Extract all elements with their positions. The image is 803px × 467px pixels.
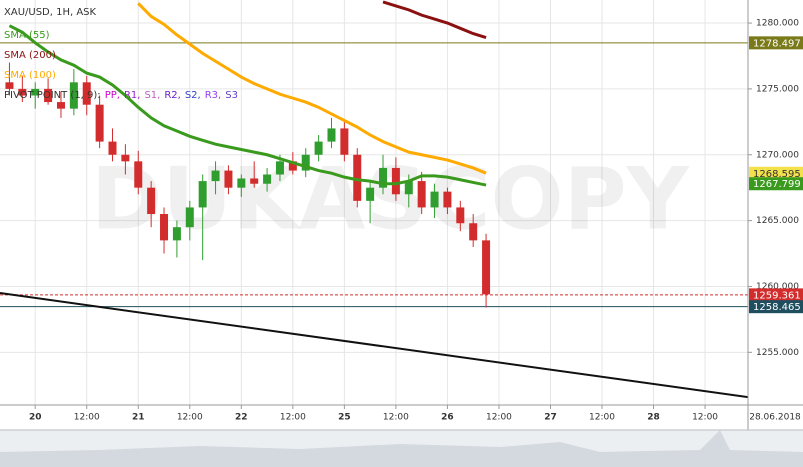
price-tag-label: 1267.799 — [753, 179, 801, 190]
sma-line — [8, 24, 487, 187]
candle-body — [108, 141, 117, 155]
y-tick-label: 1260.000 — [756, 282, 799, 292]
watermark: DUKASCOPY — [91, 149, 691, 249]
candle-body — [185, 207, 194, 228]
sma-line — [137, 2, 487, 175]
candle-body — [482, 240, 491, 295]
navigator-area — [0, 430, 803, 467]
candle-body — [31, 88, 40, 96]
candle-body — [379, 167, 388, 188]
price-tag — [749, 177, 803, 191]
candle-body — [469, 223, 478, 241]
legend-entry: SMA (200) — [4, 50, 56, 61]
candle-body — [275, 161, 284, 175]
price-tag — [749, 36, 803, 50]
pivot-item: PP, — [105, 90, 120, 101]
candle-body — [82, 82, 91, 105]
candle-body — [417, 181, 426, 208]
candle-body — [301, 154, 310, 171]
candle-body — [263, 174, 272, 184]
x-tick-label: 21 — [132, 413, 145, 423]
candle-body — [95, 104, 104, 142]
candle-body — [456, 207, 465, 224]
price-tag-label: 1259.361 — [753, 290, 801, 301]
pivot-item: S2, — [185, 90, 201, 101]
pivot-label: PIVOT POINT (1, 9): — [4, 90, 101, 101]
candle-body — [250, 178, 259, 184]
price-tag-label: 1268.595 — [753, 169, 801, 180]
x-tick-label: 12:00 — [486, 413, 512, 423]
candle-body — [288, 161, 297, 171]
pivot-item: R3, — [205, 90, 222, 101]
y-tick-label: 1280.000 — [756, 19, 799, 29]
x-tick-label: 12:00 — [589, 413, 615, 423]
candle-body — [211, 170, 220, 182]
chart-title: XAU/USD, 1H, ASK — [4, 7, 97, 18]
candle-body — [18, 88, 27, 96]
candle-body — [198, 181, 207, 208]
y-tick-label: 1255.000 — [756, 348, 799, 358]
candle-body — [160, 214, 169, 241]
candle-body — [172, 227, 181, 241]
candle-body — [5, 82, 14, 89]
y-tick-label: 1270.000 — [756, 150, 799, 160]
candle-body — [353, 154, 362, 201]
candle-body — [44, 88, 53, 103]
sma-line — [382, 0, 487, 39]
candle-body — [366, 187, 375, 201]
legend-entry: SMA (55) — [4, 30, 50, 41]
pivot-item: R1, — [124, 90, 141, 101]
candle-body — [147, 187, 156, 215]
price-tag-label: 1278.497 — [753, 38, 801, 49]
candle-body — [237, 178, 246, 188]
pivot-item: S3 — [225, 90, 238, 101]
candle-body — [327, 128, 336, 142]
candle-body — [391, 167, 400, 195]
x-tick-label: 12:00 — [74, 413, 100, 423]
candle-body — [404, 181, 413, 195]
price-tag-label: 1258.465 — [753, 302, 801, 313]
x-tick-label: 27 — [544, 413, 557, 423]
pivot-item: R2, — [164, 90, 181, 101]
x-tick-label: 28 — [647, 413, 660, 423]
x-tick-label: 26 — [441, 413, 454, 423]
trendline — [0, 292, 748, 399]
price-tag — [749, 300, 803, 314]
plot-area — [0, 0, 748, 399]
candle-body — [56, 102, 65, 109]
pivot-legend: PIVOT POINT (1, 9): PP, R1, S1, R2, S2, R3, S3 — [4, 90, 238, 101]
x-tick-label: 22 — [235, 413, 248, 423]
candle-body — [69, 82, 78, 109]
x-tick-label: 12:00 — [177, 413, 203, 423]
candle-body — [134, 161, 143, 188]
legend-entry: SMA (100) — [4, 70, 56, 81]
x-tick-label: 20 — [29, 413, 42, 423]
x-tick-label: 12:00 — [383, 413, 409, 423]
candle-body — [314, 141, 323, 155]
candle-body — [443, 191, 452, 208]
y-tick-label: 1275.000 — [756, 84, 799, 94]
pivot-item: S1, — [144, 90, 160, 101]
candle-body — [340, 128, 349, 155]
x-tick-label: 25 — [338, 413, 351, 423]
x-tick-label: 12:00 — [280, 413, 306, 423]
y-tick-label: 1265.000 — [756, 216, 799, 226]
x-tick-label: 12:00 — [692, 413, 718, 423]
candle-body — [224, 170, 233, 188]
candle-body — [121, 154, 130, 162]
candle-body — [430, 191, 439, 208]
axes: 1255.000 1260.000 1265.000 1270.000 1275.000… — [29, 19, 803, 423]
price-tag — [749, 166, 803, 180]
date-label: 28.06.2018 — [749, 413, 801, 423]
legend: XAU/USD, 1H, ASK SMA (55) SMA (200) SMA (1… — [4, 7, 238, 101]
price-tag — [749, 288, 803, 302]
